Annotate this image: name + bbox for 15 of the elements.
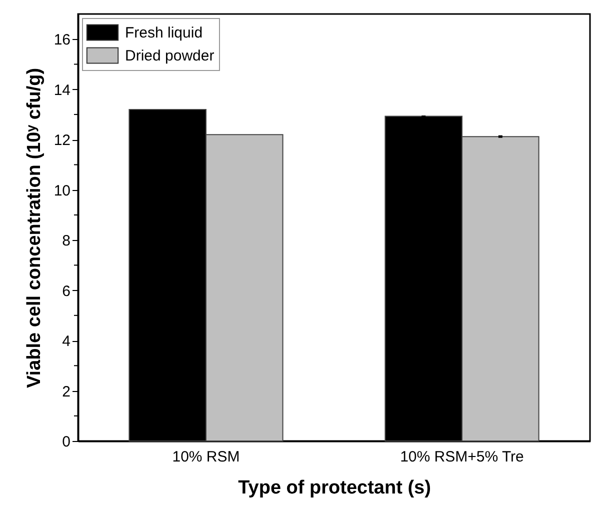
- legend-label: Fresh liquid: [125, 24, 203, 42]
- x-tick-label: 10% RSM+5% Tre: [400, 448, 524, 466]
- y-tick-label: 14: [54, 82, 70, 99]
- y-tick-label: 8: [62, 232, 70, 250]
- y-tick-label: 4: [62, 333, 70, 350]
- y-tick-label: 2: [62, 383, 70, 400]
- y-tick-label: 10: [54, 182, 70, 200]
- legend-label: Dried powder: [125, 48, 214, 64]
- x-tick-label: 10% RSM: [172, 448, 240, 466]
- y-tick-label: 0: [62, 434, 70, 450]
- y-tick-label: 12: [54, 132, 70, 150]
- y-tick-label: 16: [54, 32, 70, 49]
- y-tick-label: 6: [62, 282, 70, 300]
- y-axis-title: Viable cell concentration (10ʸ cfu/g): [24, 68, 45, 388]
- x-axis-title: Type of protectant (s): [238, 478, 431, 498]
